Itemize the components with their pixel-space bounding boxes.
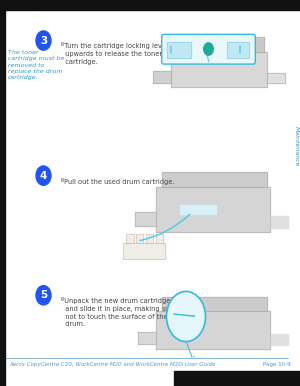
Polygon shape — [156, 187, 270, 232]
Polygon shape — [180, 205, 216, 214]
Bar — [0, 0, 4, 386]
FancyBboxPatch shape — [162, 34, 255, 64]
Circle shape — [167, 291, 206, 342]
Polygon shape — [153, 71, 171, 83]
Circle shape — [36, 31, 51, 50]
Text: 5: 5 — [40, 290, 47, 300]
Circle shape — [204, 43, 213, 55]
Polygon shape — [267, 73, 285, 83]
Polygon shape — [270, 216, 288, 228]
Text: Xerox CopyCentre C20, WorkCentre M20 and WorkCentre M20i User Guide: Xerox CopyCentre C20, WorkCentre M20 and… — [9, 362, 215, 367]
Polygon shape — [174, 37, 264, 52]
Polygon shape — [136, 234, 143, 243]
Polygon shape — [226, 42, 249, 58]
Polygon shape — [156, 234, 163, 243]
Polygon shape — [162, 172, 267, 187]
Text: ºTurn the cartridge locking lever
  upwards to release the toner
  cartridge.: ºTurn the cartridge locking lever upward… — [61, 42, 169, 65]
Text: Page 10-9: Page 10-9 — [263, 362, 291, 367]
Polygon shape — [167, 42, 191, 58]
Text: Maintenance: Maintenance — [294, 127, 298, 167]
Text: 3: 3 — [40, 36, 47, 46]
Polygon shape — [135, 212, 156, 226]
Text: ºPull out the used drum cartridge.: ºPull out the used drum cartridge. — [61, 178, 175, 185]
Polygon shape — [171, 52, 267, 87]
Polygon shape — [270, 334, 288, 345]
Circle shape — [36, 286, 51, 305]
Text: 4: 4 — [40, 171, 47, 181]
Polygon shape — [123, 243, 165, 259]
Text: The toner
cartridge must be
removed to
replace the drum
cartridge.: The toner cartridge must be removed to r… — [8, 50, 64, 80]
Circle shape — [36, 166, 51, 185]
Polygon shape — [156, 311, 270, 349]
Polygon shape — [138, 332, 156, 344]
Text: ºUnpack the new drum cartridge
  and slide it in place, making sure
  not to tou: ºUnpack the new drum cartridge and slide… — [61, 297, 177, 327]
Bar — [0, 0, 300, 10]
Polygon shape — [162, 297, 267, 311]
Bar — [174, 371, 300, 386]
Polygon shape — [146, 234, 153, 243]
Polygon shape — [126, 234, 134, 243]
